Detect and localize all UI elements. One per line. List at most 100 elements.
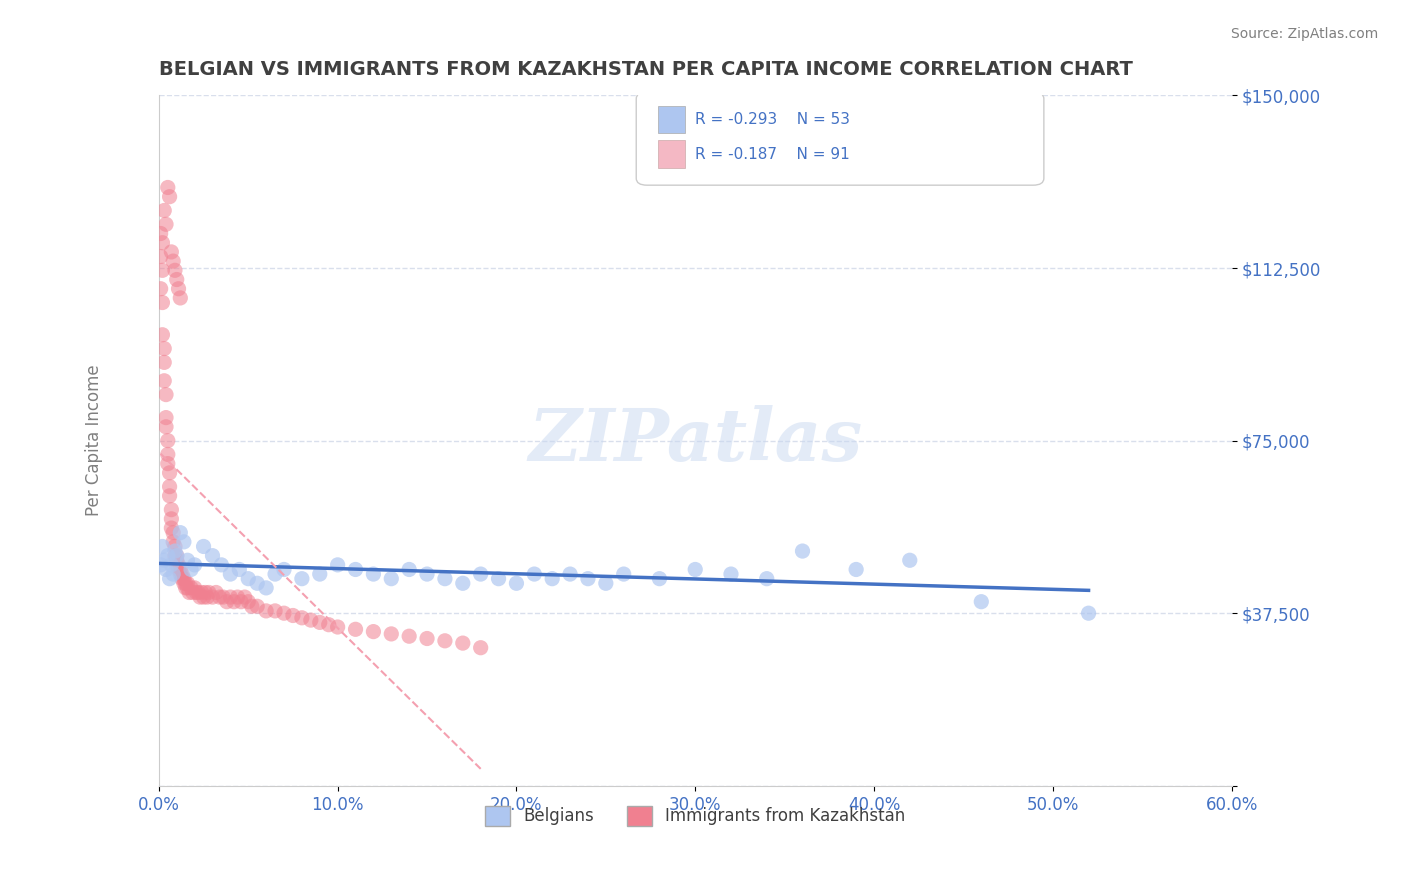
- Immigrants from Kazakhstan: [187, 585, 209, 599]
- Immigrants from Kazakhstan: [193, 590, 215, 604]
- Immigrants from Kazakhstan: [166, 558, 188, 572]
- Text: Source: ZipAtlas.com: Source: ZipAtlas.com: [1230, 27, 1378, 41]
- Immigrants from Kazakhstan: [194, 585, 217, 599]
- Immigrants from Kazakhstan: [152, 327, 174, 342]
- Belgians: [380, 572, 402, 586]
- Bar: [658, 106, 685, 134]
- Immigrants from Kazakhstan: [433, 633, 456, 648]
- Belgians: [169, 525, 191, 540]
- Immigrants from Kazakhstan: [167, 282, 190, 296]
- Belgians: [180, 562, 202, 576]
- Immigrants from Kazakhstan: [179, 585, 201, 599]
- Immigrants from Kazakhstan: [186, 585, 208, 599]
- Belgians: [398, 562, 420, 576]
- Belgians: [595, 576, 617, 591]
- Immigrants from Kazakhstan: [229, 595, 252, 609]
- Immigrants from Kazakhstan: [205, 585, 228, 599]
- Immigrants from Kazakhstan: [291, 611, 314, 625]
- Immigrants from Kazakhstan: [201, 590, 224, 604]
- Immigrants from Kazakhstan: [155, 387, 177, 401]
- Belgians: [183, 558, 205, 572]
- Belgians: [219, 567, 242, 582]
- Belgians: [648, 572, 671, 586]
- Belgians: [228, 562, 250, 576]
- Immigrants from Kazakhstan: [226, 590, 249, 604]
- Immigrants from Kazakhstan: [219, 590, 242, 604]
- Belgians: [238, 572, 260, 586]
- Immigrants from Kazakhstan: [169, 291, 191, 305]
- Immigrants from Kazakhstan: [153, 355, 176, 369]
- Immigrants from Kazakhstan: [344, 623, 367, 637]
- Belgians: [576, 572, 599, 586]
- Immigrants from Kazakhstan: [153, 374, 176, 388]
- Belgians: [541, 572, 564, 586]
- Immigrants from Kazakhstan: [176, 581, 198, 595]
- Belgians: [160, 558, 183, 572]
- Immigrants from Kazakhstan: [172, 567, 194, 582]
- Belgians: [201, 549, 224, 563]
- Belgians: [488, 572, 510, 586]
- Immigrants from Kazakhstan: [163, 263, 186, 277]
- Belgians: [558, 567, 581, 582]
- Immigrants from Kazakhstan: [156, 180, 179, 194]
- Text: R = -0.187    N = 91: R = -0.187 N = 91: [695, 146, 851, 161]
- Immigrants from Kazakhstan: [273, 606, 295, 620]
- Belgians: [755, 572, 778, 586]
- Immigrants from Kazakhstan: [176, 576, 198, 591]
- Immigrants from Kazakhstan: [162, 525, 184, 540]
- Belgians: [470, 567, 492, 582]
- Belgians: [193, 540, 215, 554]
- Immigrants from Kazakhstan: [264, 604, 287, 618]
- Immigrants from Kazakhstan: [172, 572, 194, 586]
- Immigrants from Kazakhstan: [153, 342, 176, 356]
- Belgians: [209, 558, 232, 572]
- Immigrants from Kazakhstan: [181, 585, 204, 599]
- Belgians: [254, 581, 277, 595]
- Immigrants from Kazakhstan: [188, 590, 211, 604]
- Belgians: [970, 595, 993, 609]
- Immigrants from Kazakhstan: [156, 434, 179, 448]
- Immigrants from Kazakhstan: [167, 558, 190, 572]
- Belgians: [344, 562, 367, 576]
- Immigrants from Kazakhstan: [155, 217, 177, 231]
- Belgians: [683, 562, 706, 576]
- Immigrants from Kazakhstan: [166, 549, 188, 563]
- Immigrants from Kazakhstan: [195, 590, 218, 604]
- Immigrants from Kazakhstan: [162, 534, 184, 549]
- Immigrants from Kazakhstan: [240, 599, 263, 614]
- Immigrants from Kazakhstan: [222, 595, 245, 609]
- Belgians: [505, 576, 527, 591]
- Immigrants from Kazakhstan: [173, 576, 195, 591]
- Immigrants from Kazakhstan: [299, 613, 322, 627]
- Legend: Belgians, Immigrants from Kazakhstan: Belgians, Immigrants from Kazakhstan: [478, 799, 912, 832]
- Immigrants from Kazakhstan: [149, 227, 172, 241]
- Immigrants from Kazakhstan: [167, 562, 190, 576]
- Immigrants from Kazakhstan: [160, 502, 183, 516]
- Immigrants from Kazakhstan: [159, 489, 181, 503]
- Belgians: [792, 544, 814, 558]
- Bar: [658, 140, 685, 168]
- Immigrants from Kazakhstan: [156, 447, 179, 461]
- Immigrants from Kazakhstan: [159, 466, 181, 480]
- Immigrants from Kazakhstan: [254, 604, 277, 618]
- Belgians: [451, 576, 474, 591]
- Belgians: [433, 572, 456, 586]
- Belgians: [246, 576, 269, 591]
- Immigrants from Kazakhstan: [149, 250, 172, 264]
- Belgians: [523, 567, 546, 582]
- Belgians: [152, 540, 174, 554]
- Immigrants from Kazakhstan: [159, 480, 181, 494]
- Belgians: [163, 544, 186, 558]
- Immigrants from Kazakhstan: [398, 629, 420, 643]
- Belgians: [159, 572, 181, 586]
- Immigrants from Kazakhstan: [163, 549, 186, 563]
- Immigrants from Kazakhstan: [166, 272, 188, 286]
- Immigrants from Kazakhstan: [152, 235, 174, 250]
- Belgians: [155, 562, 177, 576]
- Immigrants from Kazakhstan: [380, 627, 402, 641]
- Immigrants from Kazakhstan: [215, 595, 238, 609]
- Immigrants from Kazakhstan: [163, 540, 186, 554]
- Belgians: [264, 567, 287, 582]
- Belgians: [173, 534, 195, 549]
- Belgians: [1077, 606, 1099, 620]
